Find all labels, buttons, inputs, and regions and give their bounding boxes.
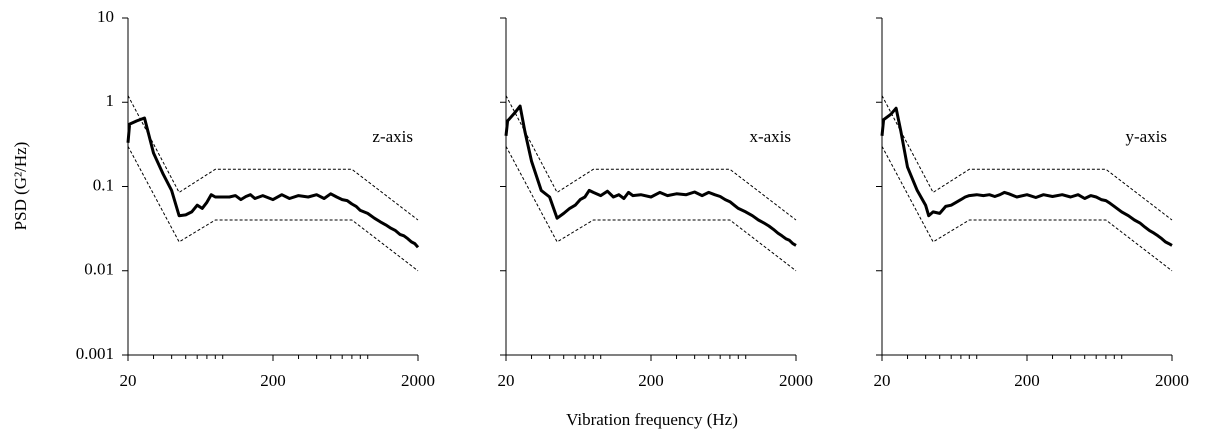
annotation: z-axis — [372, 127, 413, 146]
y-axis-label: PSD (G²/Hz) — [11, 142, 30, 231]
y-tick-label: 0.001 — [76, 344, 114, 363]
tolerance-line — [881, 95, 1173, 221]
x-tick-label: 2000 — [1155, 371, 1189, 390]
x-tick-label: 200 — [1014, 371, 1040, 390]
x-tick-label: 20 — [120, 371, 137, 390]
annotation: y-axis — [1125, 127, 1167, 146]
x-tick-label: 200 — [638, 371, 664, 390]
x-tick-label: 2000 — [401, 371, 435, 390]
tolerance-line — [505, 146, 797, 272]
annotation: x-axis — [749, 127, 791, 146]
x-tick-label: 20 — [874, 371, 891, 390]
tolerance-line — [505, 95, 797, 221]
psd-line — [126, 116, 420, 249]
y-tick-label: 1 — [106, 91, 115, 110]
x-tick-label: 20 — [498, 371, 515, 390]
tolerance-line — [127, 95, 419, 221]
x-tick-label: 2000 — [779, 371, 813, 390]
tolerance-line — [881, 146, 1173, 272]
y-tick-label: 10 — [97, 7, 114, 26]
x-axis-label: Vibration frequency (Hz) — [566, 410, 738, 429]
psd-line — [504, 104, 797, 247]
y-tick-label: 0.1 — [93, 175, 114, 194]
psd-line — [880, 106, 1173, 247]
tolerance-line — [127, 146, 419, 272]
y-tick-label: 0.01 — [84, 260, 114, 279]
x-tick-label: 200 — [260, 371, 286, 390]
